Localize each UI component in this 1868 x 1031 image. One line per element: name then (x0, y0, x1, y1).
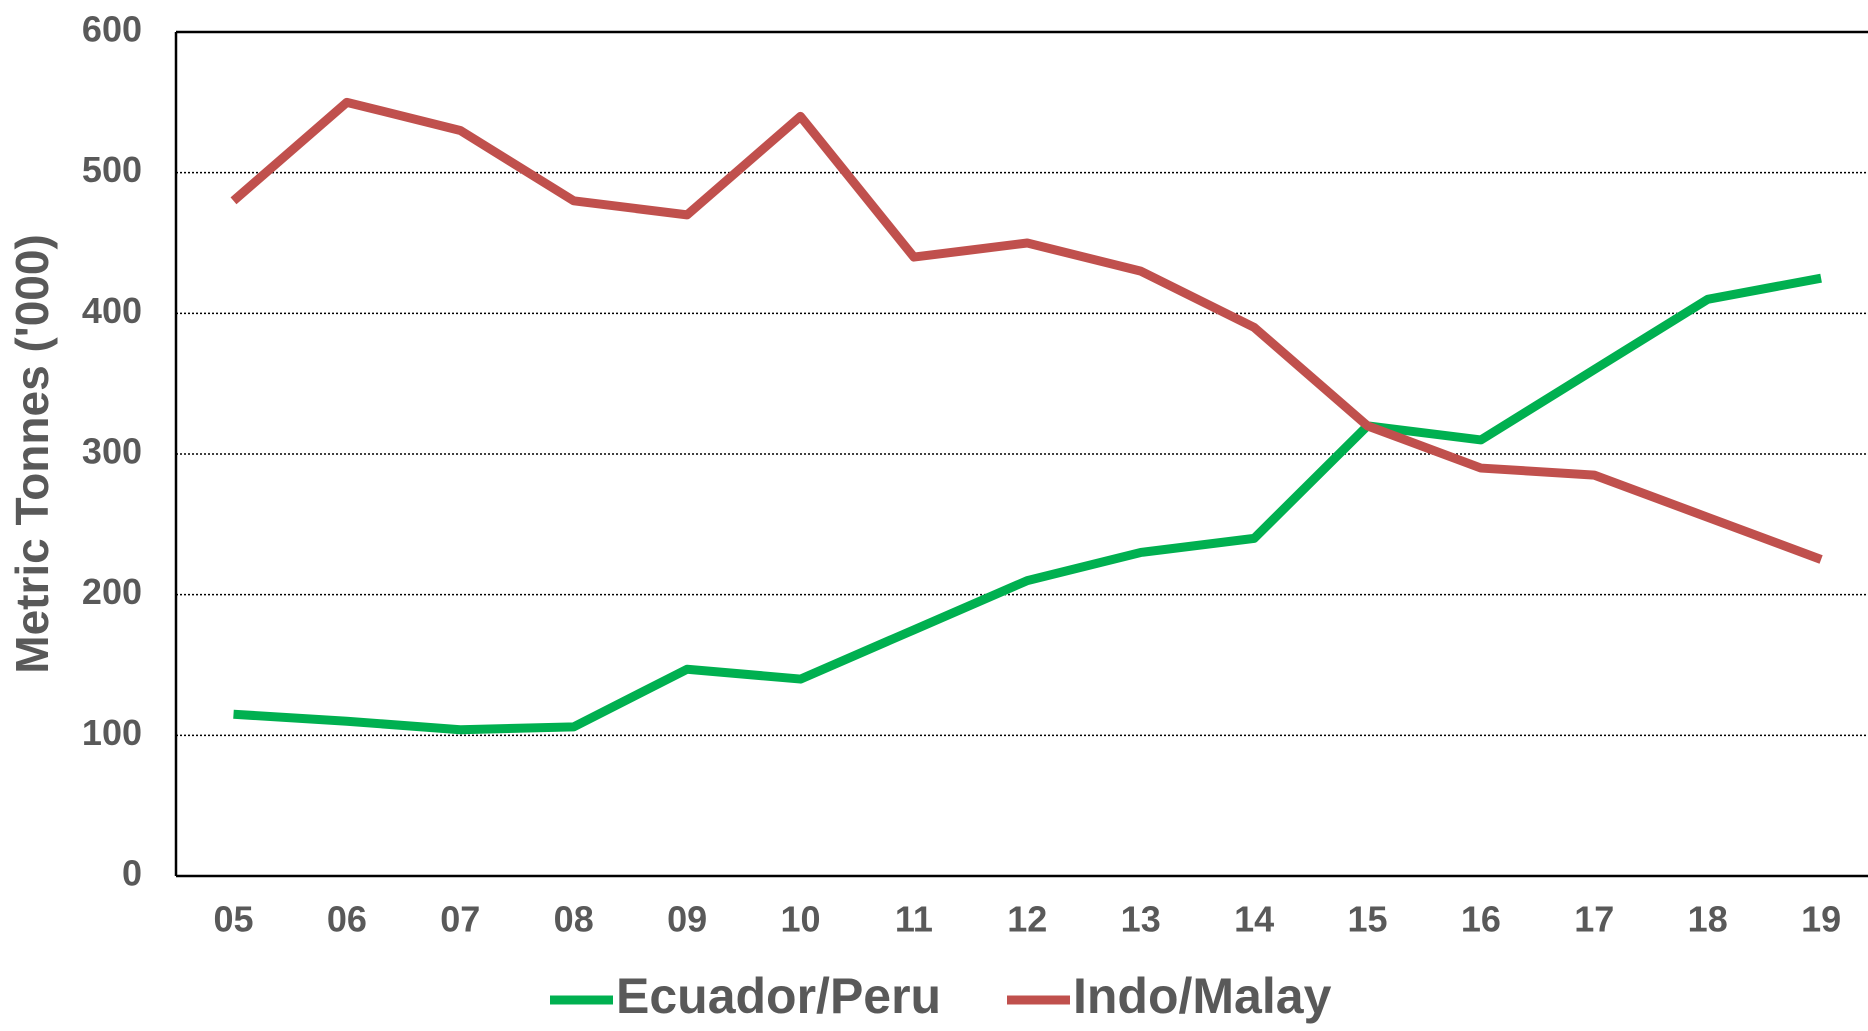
x-tick-label: 18 (1688, 899, 1728, 940)
x-tick-label: 12 (1007, 899, 1047, 940)
y-tick-label: 0 (122, 853, 142, 894)
y-tick-label: 400 (82, 290, 142, 331)
x-tick-label: 09 (667, 899, 707, 940)
y-tick-label: 500 (82, 149, 142, 190)
x-tick-label: 07 (440, 899, 480, 940)
x-tick-label: 06 (327, 899, 367, 940)
x-tick-label: 13 (1121, 899, 1161, 940)
y-axis-label: Metric Tonnes ('000) (6, 234, 58, 674)
x-tick-label: 19 (1801, 899, 1841, 940)
legend-label: Ecuador/Peru (616, 968, 941, 1024)
x-tick-label: 14 (1234, 899, 1274, 940)
line-series (233, 273, 1822, 735)
y-tick-label: 100 (82, 712, 142, 753)
y-tick-label: 200 (82, 571, 142, 612)
y-tick-label: 300 (82, 431, 142, 472)
x-tick-label: 10 (780, 899, 820, 940)
x-tick-label: 11 (895, 899, 933, 940)
legend-label: Indo/Malay (1073, 968, 1332, 1024)
x-tick-label: 05 (213, 899, 253, 940)
x-tick-label: 16 (1461, 899, 1501, 940)
line-series (230, 97, 1823, 564)
x-tick-label: 08 (554, 899, 594, 940)
y-tick-label: 600 (82, 9, 142, 50)
x-tick-label: 17 (1574, 899, 1614, 940)
x-tick-label: 15 (1347, 899, 1387, 940)
